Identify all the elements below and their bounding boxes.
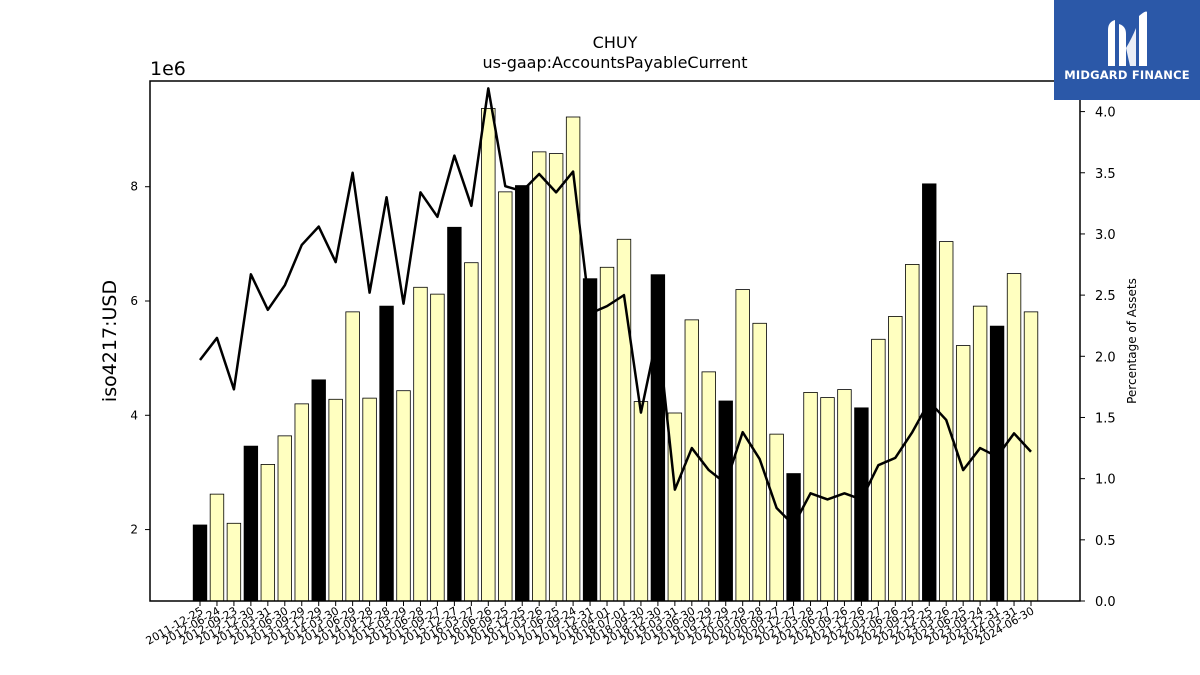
bar-2015-09-27 [430, 293, 445, 602]
bar-2022-12-25 [922, 183, 937, 602]
bar-2018-09-30 [633, 401, 649, 602]
bar-2021-03-28 [803, 392, 818, 602]
bar-2012-09-23 [226, 522, 242, 602]
bar-2015-12-27 [447, 226, 462, 602]
bar-2021-12-26 [854, 407, 869, 602]
bar-2017-09-24 [565, 116, 581, 602]
bar-2012-12-30 [243, 445, 259, 602]
bar-2014-06-29 [345, 311, 360, 602]
y2-tick-label: 2.5 [1095, 289, 1116, 304]
bar-2022-03-27 [871, 338, 886, 602]
bar-2024-06-30 [1023, 311, 1039, 602]
bar-2014-03-30 [328, 398, 343, 602]
plot-frame [149, 80, 1081, 602]
y-tick-label: 8 [130, 180, 138, 194]
bar-2018-12-30 [650, 274, 666, 602]
bar-2020-09-27 [769, 433, 784, 602]
y-scale-label: 1e6 [150, 58, 186, 80]
bar-2023-06-25 [955, 345, 971, 602]
bar-2018-07-01 [616, 238, 632, 602]
midgard-logo-icon [1108, 11, 1147, 66]
percent-of-assets-line [199, 87, 1032, 527]
y-tick-label: 2 [130, 523, 138, 537]
bar-2013-03-31 [260, 464, 276, 602]
watermark-logo: MIDGARD FINANCE [1054, 0, 1200, 100]
bar-2014-12-28 [379, 305, 394, 602]
y2-tick-label: 3.5 [1095, 167, 1116, 182]
watermark-text: MIDGARD FINANCE [1064, 68, 1190, 82]
bar-2015-06-28 [413, 286, 428, 602]
bar-2017-12-31 [582, 278, 598, 602]
y2-tick-label: 0.5 [1095, 534, 1116, 549]
y2-tick-label: 1.0 [1095, 473, 1116, 488]
bar-2013-12-29 [311, 379, 326, 602]
bar-2018-04-01 [599, 266, 615, 602]
axis-ticks: 2011-12-252012-06-242012-09-232012-12-30… [130, 106, 1115, 648]
bar-2019-09-29 [701, 371, 716, 602]
y2-tick-label: 2.0 [1095, 350, 1116, 365]
y-axis-label: iso4217:USD [99, 280, 121, 402]
bar-2013-06-30 [277, 435, 292, 602]
bar-2016-12-25 [515, 185, 530, 602]
bar-2014-09-28 [362, 397, 377, 602]
bar-2015-03-29 [396, 390, 411, 602]
percent-line [199, 87, 1032, 527]
bar-2016-09-25 [498, 191, 513, 602]
bar-2013-09-29 [294, 403, 309, 602]
bar-2023-12-31 [989, 325, 1005, 602]
y2-tick-label: 1.5 [1095, 411, 1116, 426]
chart-subtitle: us-gaap:AccountsPayableCurrent [482, 53, 747, 72]
y2-tick-label: 0.0 [1095, 595, 1116, 610]
y-tick-label: 6 [130, 294, 138, 308]
y2-axis-label: Percentage of Assets [1125, 278, 1139, 404]
y2-tick-label: 4.0 [1095, 106, 1116, 121]
y2-tick-label: 3.0 [1095, 228, 1116, 243]
bar-2017-03-26 [532, 151, 547, 602]
chart-title: CHUY [593, 33, 638, 52]
bar-2016-03-27 [464, 262, 479, 602]
bar-2011-12-25 [192, 524, 208, 602]
bar-2017-06-25 [548, 153, 564, 602]
bar-2020-12-27 [786, 473, 801, 602]
bar-2012-06-24 [209, 493, 225, 602]
bar-2016-06-26 [481, 108, 496, 602]
bars [192, 108, 1039, 602]
y-tick-label: 4 [130, 408, 138, 422]
bar-2019-12-29 [718, 400, 733, 602]
